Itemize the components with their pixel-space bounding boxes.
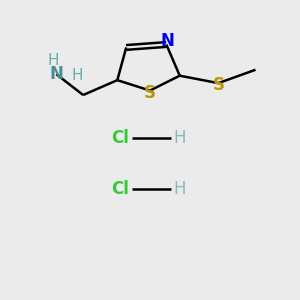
Text: N: N — [161, 32, 175, 50]
Text: H: H — [174, 180, 186, 198]
Text: H: H — [174, 129, 186, 147]
Text: S: S — [144, 84, 156, 102]
Text: Cl: Cl — [111, 180, 129, 198]
Text: S: S — [212, 76, 224, 94]
Text: Cl: Cl — [111, 129, 129, 147]
Text: H: H — [71, 68, 83, 83]
Text: H: H — [48, 53, 59, 68]
Text: N: N — [50, 65, 63, 83]
